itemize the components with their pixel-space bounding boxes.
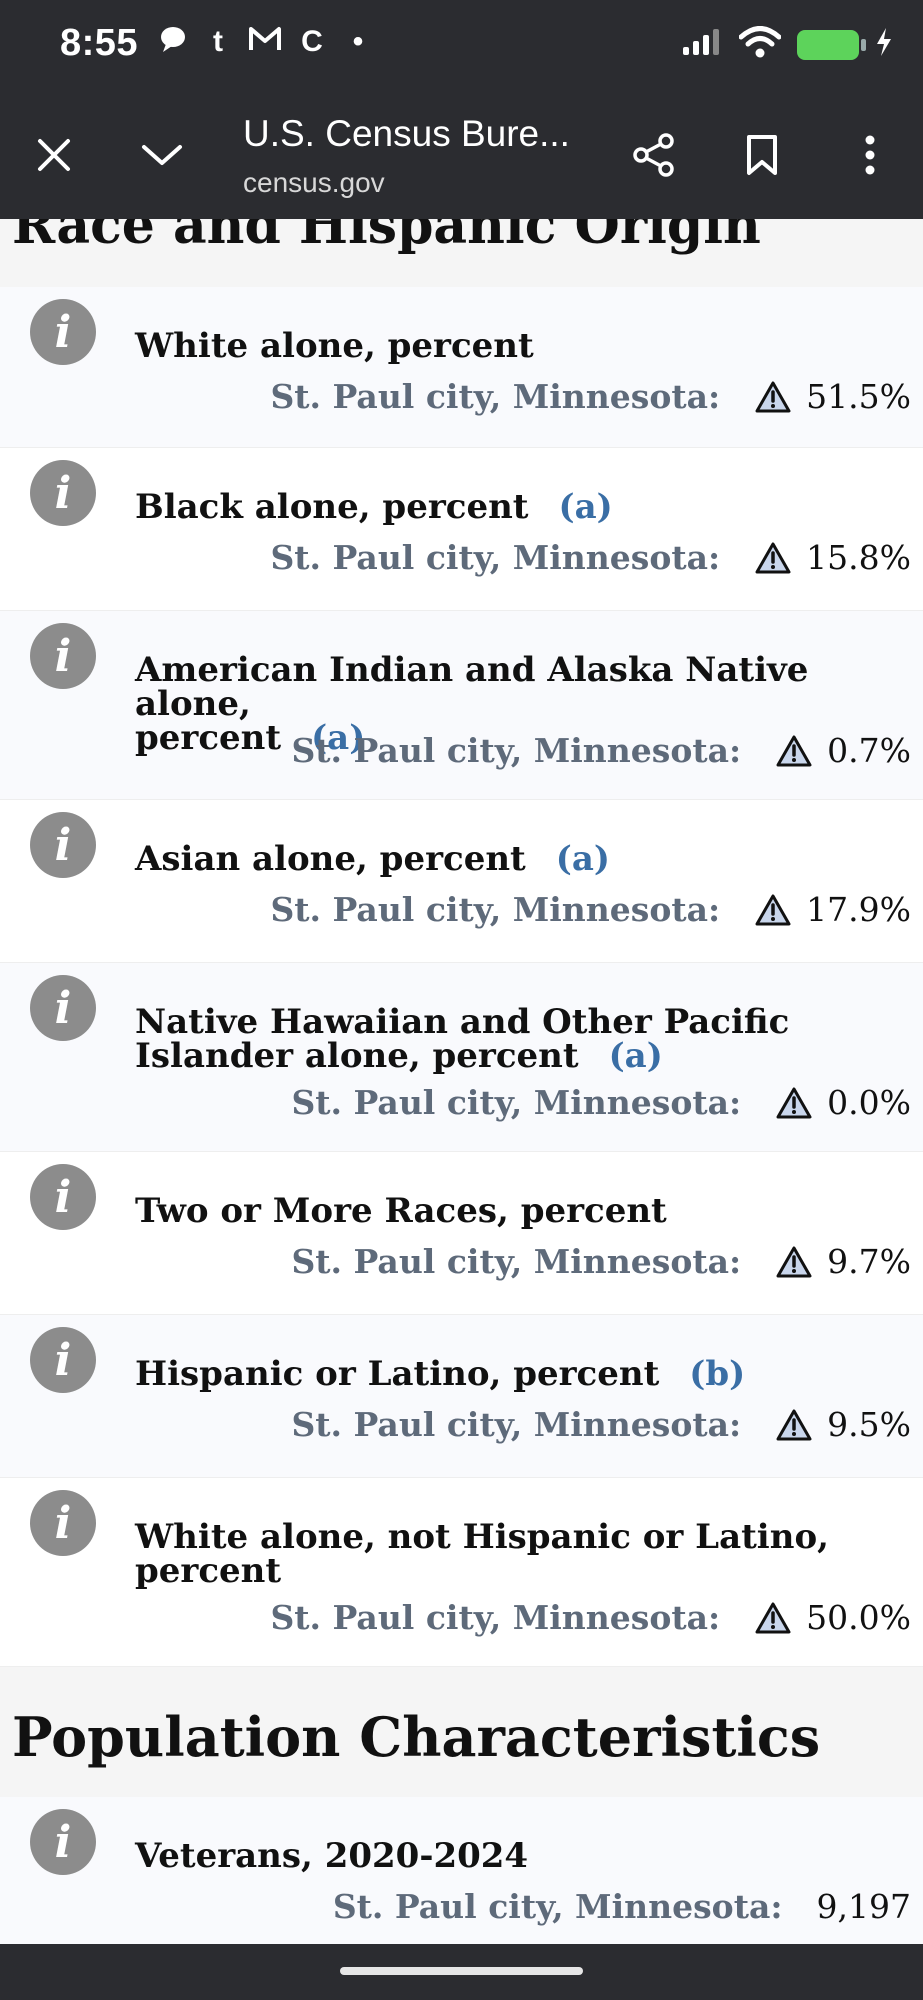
system-indicators — [681, 26, 893, 63]
section-title: Race and Hispanic Origin — [12, 219, 761, 256]
section-heading-race: Race and Hispanic Origin — [0, 219, 923, 287]
place-label: St. Paul city, Minnesota: — [270, 890, 721, 929]
warning-icon[interactable] — [775, 1086, 813, 1120]
gesture-nav-bar — [0, 1944, 923, 2000]
warning-icon[interactable] — [754, 1601, 792, 1635]
chat-bubble-icon — [158, 24, 188, 59]
more-notifications-dot: • — [352, 24, 364, 58]
value-text: 0.0% — [827, 1083, 911, 1122]
value-text: 17.9% — [806, 890, 911, 929]
info-icon[interactable]: i — [30, 299, 96, 365]
row-label: White alone, not Hispanic or Latino, perc… — [135, 1517, 829, 1591]
app-c-icon: C — [301, 24, 323, 58]
more-options-icon[interactable] — [840, 125, 900, 185]
page-title[interactable]: U.S. Census Bure... — [243, 113, 570, 154]
row-label: Native Hawaiian and Other Pacific Islande… — [135, 1002, 790, 1076]
row-value: St. Paul city, Minnesota: 9,197 — [333, 1889, 911, 1925]
row-value: St. Paul city, Minnesota: 9.5% — [291, 1407, 911, 1443]
warning-icon[interactable] — [775, 734, 813, 768]
section-heading-population: Population Characteristics — [0, 1667, 923, 1797]
place-label: St. Paul city, Minnesota: — [291, 1405, 742, 1444]
row-label: Hispanic or Latino, percent (b) — [135, 1354, 746, 1394]
chevron-down-icon[interactable] — [132, 125, 192, 185]
value-text: 15.8% — [806, 538, 911, 577]
place-label: St. Paul city, Minnesota: — [291, 731, 742, 770]
footnote-link[interactable]: (a) — [558, 487, 613, 527]
tumblr-icon: t — [213, 24, 223, 58]
footnote-link[interactable]: (a) — [311, 718, 366, 758]
row-label: Asian alone, percent (a) — [135, 839, 610, 879]
share-icon[interactable] — [624, 125, 684, 185]
section-title: Population Characteristics — [12, 1705, 821, 1769]
charging-bolt-icon — [875, 27, 893, 62]
row-label: American Indian and Alaska Native alone,… — [135, 650, 809, 758]
info-icon[interactable]: i — [30, 812, 96, 878]
value-text: 9.7% — [827, 1242, 911, 1281]
battery-icon — [797, 29, 866, 60]
info-icon[interactable]: i — [30, 975, 96, 1041]
place-label: St. Paul city, Minnesota: — [270, 1598, 721, 1637]
warning-icon[interactable] — [754, 380, 792, 414]
info-icon[interactable]: i — [30, 1490, 96, 1556]
warning-icon[interactable] — [775, 1408, 813, 1442]
notification-icons: t C • — [158, 24, 374, 59]
status-bar: 8:55 t C • — [0, 0, 923, 95]
row-label: Two or More Races, percent — [135, 1191, 667, 1231]
signal-icon — [681, 27, 723, 62]
value-text: 0.7% — [827, 731, 911, 770]
close-icon[interactable] — [24, 125, 84, 185]
place-label: St. Paul city, Minnesota: — [291, 1083, 742, 1122]
home-handle[interactable] — [340, 1967, 583, 1975]
place-label: St. Paul city, Minnesota: — [270, 538, 721, 577]
value-text: 51.5% — [806, 377, 911, 416]
table-row: i Veterans, 2020-2024 St. Paul city, Min… — [0, 1797, 923, 1944]
footnote-link[interactable]: (b) — [689, 1354, 746, 1394]
row-value: St. Paul city, Minnesota: 9.7% — [291, 1244, 911, 1280]
row-value: St. Paul city, Minnesota: 15.8% — [270, 540, 911, 576]
place-label: St. Paul city, Minnesota: — [270, 377, 721, 416]
browser-toolbar: U.S. Census Bure... census.gov — [0, 95, 923, 221]
footnote-link[interactable]: (a) — [608, 1036, 663, 1076]
warning-icon[interactable] — [775, 1245, 813, 1279]
value-text: 9.5% — [827, 1405, 911, 1444]
row-value: St. Paul city, Minnesota: 50.0% — [270, 1600, 911, 1636]
info-icon[interactable]: i — [30, 460, 96, 526]
value-text: 9,197 — [816, 1887, 911, 1926]
info-icon[interactable]: i — [30, 1327, 96, 1393]
table-row: i American Indian and Alaska Native alon… — [0, 611, 923, 800]
row-label: White alone, percent — [135, 326, 534, 366]
table-row: i Native Hawaiian and Other Pacific Islan… — [0, 963, 923, 1152]
page-url[interactable]: census.gov — [243, 167, 385, 198]
info-icon[interactable]: i — [30, 623, 96, 689]
info-icon[interactable]: i — [30, 1164, 96, 1230]
bookmark-icon[interactable] — [732, 125, 792, 185]
row-label: Black alone, percent (a) — [135, 487, 613, 527]
table-row: i White alone, percent St. Paul city, Mi… — [0, 287, 923, 448]
table-row: i Asian alone, percent (a) St. Paul city,… — [0, 800, 923, 963]
value-text: 50.0% — [806, 1598, 911, 1637]
page-content: Race and Hispanic Origin i White alone, … — [0, 219, 923, 1944]
table-row: i White alone, not Hispanic or Latino, pe… — [0, 1478, 923, 1667]
info-icon[interactable]: i — [30, 1809, 96, 1875]
table-row: i Black alone, percent (a) St. Paul city,… — [0, 448, 923, 611]
row-value: St. Paul city, Minnesota: 51.5% — [270, 379, 911, 415]
row-value: St. Paul city, Minnesota: 0.7% — [291, 733, 911, 769]
row-label: Veterans, 2020-2024 — [135, 1836, 529, 1876]
table-row: i Two or More Races, percent St. Paul ci… — [0, 1152, 923, 1315]
wifi-icon — [738, 26, 782, 63]
warning-icon[interactable] — [754, 541, 792, 575]
row-value: St. Paul city, Minnesota: 17.9% — [270, 892, 911, 928]
table-row: i Hispanic or Latino, percent (b) St. Pau… — [0, 1315, 923, 1478]
gmail-icon — [248, 25, 282, 58]
row-value: St. Paul city, Minnesota: 0.0% — [291, 1085, 911, 1121]
footnote-link[interactable]: (a) — [555, 839, 610, 879]
place-label: St. Paul city, Minnesota: — [291, 1242, 742, 1281]
warning-icon[interactable] — [754, 893, 792, 927]
place-label: St. Paul city, Minnesota: — [332, 1887, 783, 1926]
status-time: 8:55 — [60, 22, 139, 64]
